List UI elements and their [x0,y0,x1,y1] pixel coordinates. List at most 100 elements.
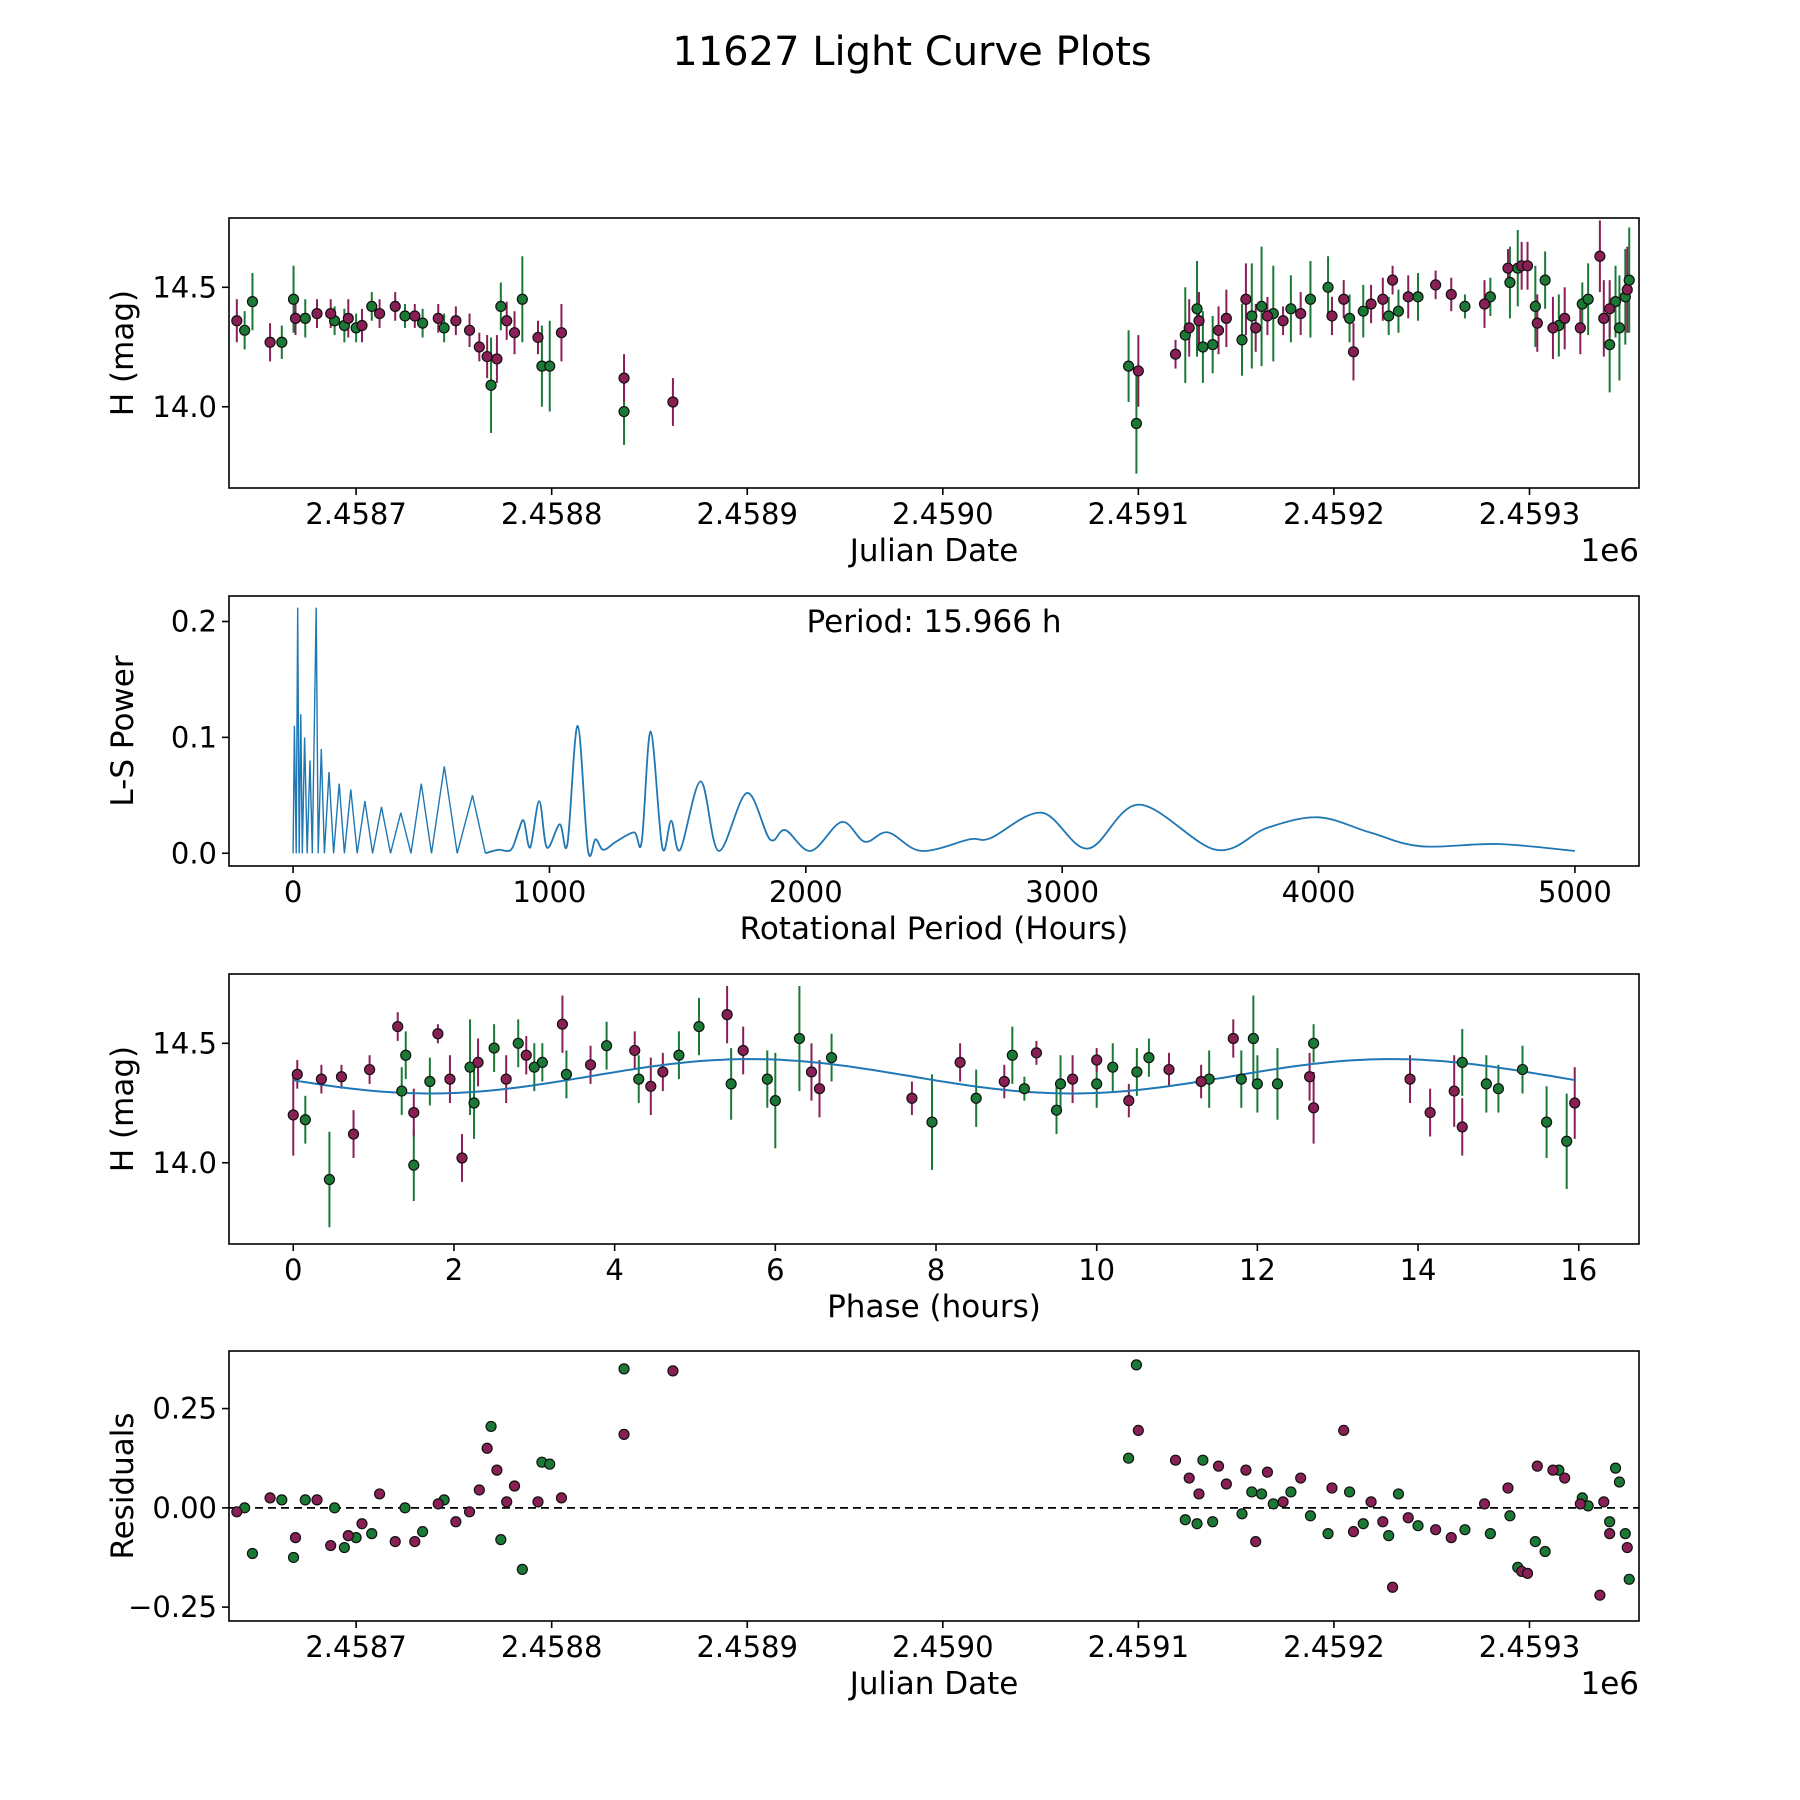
x-tick-label: 2000 [769,875,843,909]
data-point-green [1207,1516,1219,1528]
data-point-magenta [1478,298,1491,310]
data-point-green [560,1068,573,1080]
data-point-green [1255,300,1268,313]
data-point-magenta [1261,1466,1274,1478]
x-tick-label: 2.4588 [501,1630,602,1664]
data-point-magenta [1227,1032,1239,1045]
data-point-green [536,1056,548,1069]
data-point-green [761,1073,773,1085]
data-point-magenta [657,1066,669,1078]
data-point-green [417,1526,429,1538]
x-tick-label: 10 [1078,1253,1115,1287]
data-point-green [1285,1486,1297,1498]
data-point-magenta [1250,322,1262,334]
data-point-magenta [1569,1097,1581,1109]
x-tick-label: 2.4591 [1088,1630,1189,1664]
data-point-magenta [1169,348,1182,360]
data-point-magenta [325,1539,337,1552]
x-tick-label: 2.4591 [1088,497,1189,531]
data-point-magenta [954,1056,966,1069]
data-point-magenta [1559,1472,1571,1484]
axes-frame [228,1350,1640,1622]
data-point-green [1516,1063,1529,1076]
data-point-green [1459,300,1471,313]
data-point-magenta [315,1073,327,1085]
data-point-green [528,1061,540,1073]
data-point-green [1484,1528,1496,1540]
data-point-green [1191,1518,1203,1530]
data-point-magenta [1091,1054,1103,1066]
data-point-green [1383,1530,1395,1542]
data-point-green [970,1092,982,1104]
data-point-magenta [1445,1532,1457,1544]
data-point-magenta [1338,293,1350,305]
data-point-green [1131,1066,1143,1078]
data-point-green [1623,1573,1635,1585]
data-point-green [1304,1510,1317,1522]
data-point-magenta [1220,1478,1232,1490]
data-point-green [417,317,429,329]
y-tick-label: −0.25 [128,1590,217,1624]
y-tick-label: 14.0 [152,390,217,424]
data-point-magenta [584,1059,597,1071]
data-point-magenta [1240,293,1252,305]
data-point-magenta [1326,1482,1338,1494]
axes-frame [228,973,1640,1245]
data-point-magenta [1598,312,1610,324]
data-point-green [618,1363,630,1375]
data-point-magenta [805,1066,818,1078]
y-tick-label: 0.2 [171,604,217,638]
data-point-magenta [356,319,368,332]
data-point-magenta [342,1530,354,1542]
data-point-green [1529,300,1541,313]
data-point-green [1304,293,1317,305]
data-point-magenta [1531,317,1543,329]
data-point-magenta [231,1506,243,1518]
data-point-magenta [721,1009,733,1021]
data-point-magenta [264,336,276,348]
data-point-green [1322,1528,1334,1540]
data-point-green [1267,1498,1279,1510]
data-point-magenta [555,327,568,339]
data-point-green [1247,1032,1259,1045]
data-point-green [1343,1486,1356,1498]
data-point-green [1246,310,1258,322]
data-point-green [1613,322,1626,334]
figure-title: 11627 Light Curve Plots [672,29,1151,75]
data-point-green [495,1534,507,1546]
data-point-magenta [1478,1498,1491,1510]
data-point-green [1609,296,1622,308]
panel-lightcurve: 2.4587 2.4588 2.4589 2.4590 2.4591 2.4592 2.45… [105,217,1640,569]
data-point-green [1236,1508,1248,1520]
data-point-green [1246,1486,1258,1498]
periodogram-line [485,724,1575,858]
plot-area [231,220,1635,474]
data-point-green [1191,303,1203,315]
y-tick-label: 0.00 [152,1491,217,1525]
data-point-magenta [1521,1567,1534,1579]
data-point-magenta [481,1442,493,1454]
x-tick-label: 4000 [1282,875,1356,909]
data-point-magenta [491,353,503,365]
x-tick-label: 0 [284,1253,302,1287]
y-tick-label: 0.0 [171,836,217,870]
data-point-green [488,1042,500,1054]
data-point-magenta [1386,274,1399,286]
x-axis-label: Julian Date [848,533,1019,569]
plot-area [287,985,1581,1228]
data-point-green [1285,303,1297,315]
data-point-magenta [1424,1106,1436,1119]
x-tick-label: 2.4587 [305,497,406,531]
x-tick-label: 2 [445,1253,463,1287]
data-point-green [1412,1520,1424,1532]
x-tick-label: 16 [1560,1253,1597,1287]
x-tick-label: 6 [766,1253,784,1287]
x-tick-label: 8 [927,1253,945,1287]
data-point-green [793,1032,806,1045]
data-point-magenta [287,1109,299,1121]
data-point-magenta [906,1092,918,1104]
data-point-green [1383,310,1395,322]
data-point-green [1054,1078,1067,1090]
data-point-magenta [1574,1498,1586,1510]
